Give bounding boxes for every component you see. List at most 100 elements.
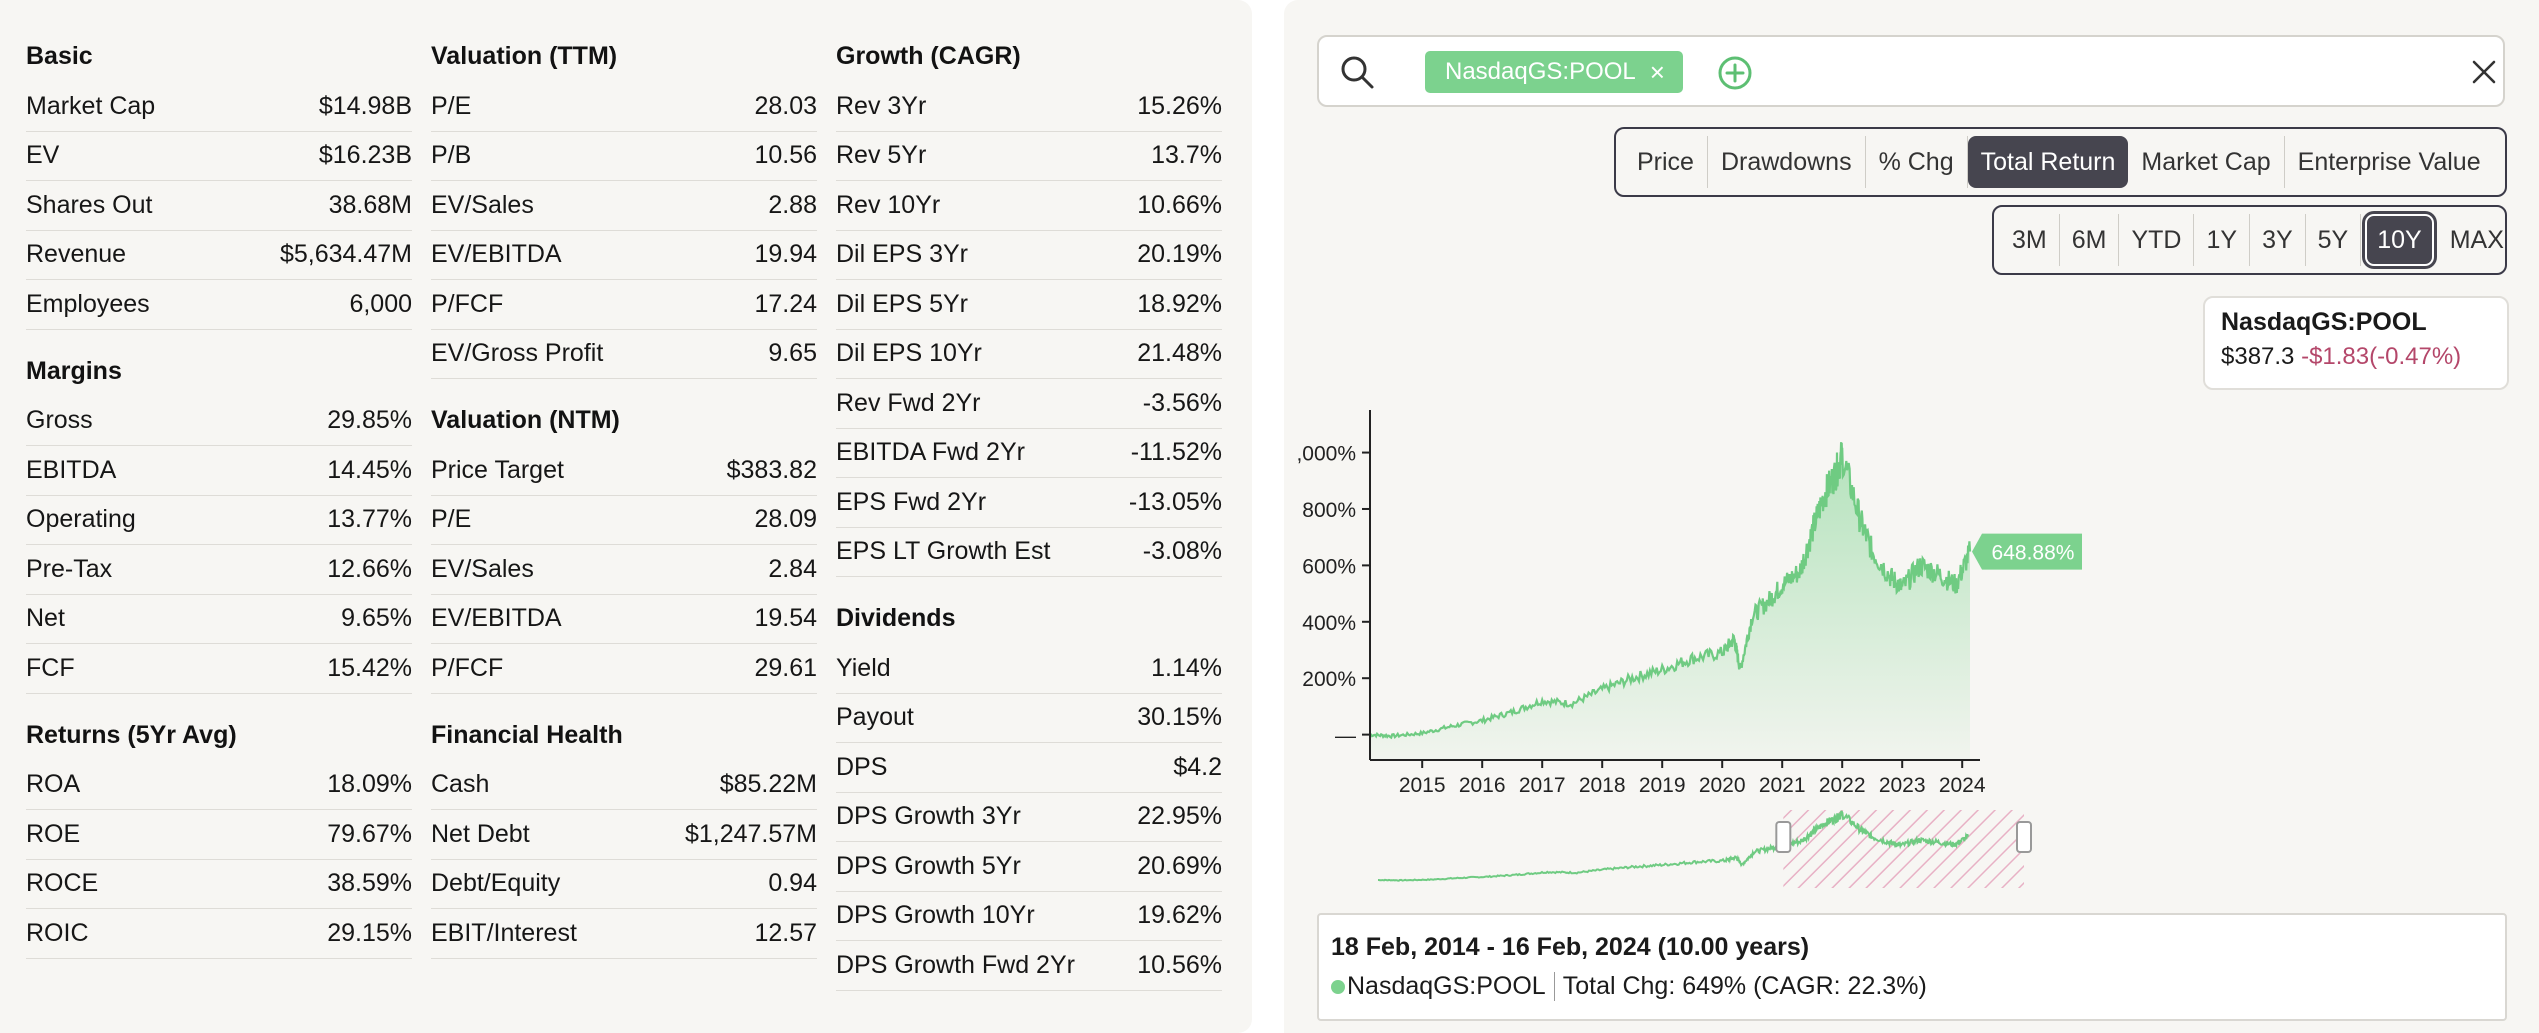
metric-row: Dil EPS 3Yr 20.19% [836,231,1222,280]
metric-value: 13.77% [327,505,412,534]
section-title: Dividends [836,604,956,632]
metric-label: Employees [26,289,150,318]
navigator-selection [1783,810,2024,888]
ticker-chip[interactable]: NasdaqGS:POOL × [1425,51,1683,93]
metric-label: Rev 10Yr [836,190,941,219]
metric-value: 17.24 [754,289,817,318]
y-tick-label: — [1335,725,1356,748]
metric-value: 21.48% [1137,339,1222,368]
section-title: Returns (5Yr Avg) [26,720,237,749]
metric-label: ROA [26,770,81,799]
x-tick-label: 2023 [1879,774,1926,797]
metric-value: 6,000 [349,289,412,318]
chart-panel: NasdaqGS:POOL × Price Drawdowns% Chg Total… [1284,0,2539,1033]
tab-market-cap[interactable]: Market Cap [2128,136,2285,188]
section-title: Growth (CAGR) [836,42,1021,70]
metric-row: Employees 6,000 [26,280,412,330]
metric-row: Net Debt $1,247.57M [431,810,817,860]
range-3y[interactable]: 3Y [2250,214,2306,266]
metric-label: DPS Growth Fwd 2Yr [836,950,1075,979]
total-return-chart[interactable]: — 200% 400% 600% 800% ,000% 2015 2016 2017 2018 20… [1284,400,2539,900]
chip-remove-icon[interactable]: × [1649,57,1665,87]
metric-row: DPS $4.2 [836,743,1222,793]
metric-value: 22.95% [1137,802,1222,831]
metric-label: DPS Growth 3Yr [836,802,1021,831]
metric-row: FCF 15.42% [26,644,412,694]
range-5y[interactable]: 5Y [2306,214,2362,266]
metric-value: 38.59% [327,869,412,898]
price-tooltip: NasdaqGS:POOL $387.3 -$1.83(-0.47%) [2203,296,2509,390]
tooltip-ticker: NasdaqGS:POOL [2221,308,2427,336]
metric-value: 15.42% [327,653,412,682]
metric-value: 10.56% [1137,950,1222,979]
metric-value: 19.94 [754,240,817,269]
metric-row: Shares Out 38.68M [26,181,412,231]
metric-label: EBIT/Interest [431,918,577,947]
metric-row: Dil EPS 10Yr 21.48% [836,330,1222,379]
range-ytd[interactable]: YTD [2119,214,2195,266]
metric-value: 1.14% [1151,653,1222,682]
section-title: Valuation (NTM) [431,406,620,434]
metric-row: Net 9.65% [26,595,412,644]
ticker-search-box[interactable]: NasdaqGS:POOL × [1317,35,2505,107]
metric-label: Net Debt [431,819,530,848]
navigator-handle-icon[interactable] [2016,821,2032,853]
metric-row: ROIC 29.15% [26,909,412,959]
metrics-column-2: Valuation (TTM) P/E 28.03 P/B 10.56 EV/Sales 2… [431,34,817,959]
range-1y[interactable]: 1Y [2194,214,2251,266]
metric-label: Shares Out [26,190,153,219]
metric-row: Pre-Tax 12.66% [26,545,412,595]
summary-ticker: NasdaqGS:POOL [1347,972,1555,1001]
x-tick-label: 2015 [1399,774,1446,797]
tab-total-return[interactable]: Total Return [1967,136,2129,188]
metric-label: EPS Fwd 2Yr [836,487,987,516]
metric-row: Rev 10Yr 10.66% [836,181,1222,231]
y-tick-label: 600% [1302,555,1356,578]
tab-chg[interactable]: % Chg [1866,136,1968,188]
range-3m[interactable]: 3M [2000,214,2060,266]
last-value-label: 648.88% [1992,542,2075,565]
range-6m[interactable]: 6M [2060,214,2120,266]
metric-row: Price Target $383.82 [431,446,817,496]
metric-label: EV/Sales [431,554,534,583]
range-max[interactable]: MAX [2449,226,2504,254]
range-10y[interactable]: 10Y [2365,214,2434,266]
metric-label: Market Cap [26,91,156,120]
tab-enterprise-value[interactable]: Enterprise Value [2297,148,2481,176]
metric-label: EBITDA Fwd 2Yr [836,438,1025,467]
metric-value: 20.19% [1137,240,1222,269]
tab-price[interactable]: Price [1624,136,1708,188]
metric-value: 29.61 [754,653,817,682]
metric-label: P/FCF [431,289,504,318]
y-tick-label: 800% [1302,499,1356,522]
metric-row: DPS Growth 5Yr 20.69% [836,842,1222,892]
search-icon [1341,56,1374,89]
metrics-column-1: Basic Market Cap $14.98B EV $16.23B Shares Ou… [26,34,412,959]
metric-label: Rev Fwd 2Yr [836,388,981,417]
plus-circle-icon[interactable] [1717,55,1753,91]
tab-drawdowns[interactable]: Drawdowns [1708,136,1866,188]
metric-label: Rev 3Yr [836,91,927,120]
metric-label: Rev 5Yr [836,141,927,170]
metric-label: Price Target [431,455,564,484]
close-icon[interactable] [2469,57,2499,87]
metric-label: Net [26,604,65,633]
metric-label: Yield [836,653,891,682]
metric-value: 0.94 [768,869,817,898]
metric-label: P/E [431,91,472,120]
metric-value: 9.65% [341,604,412,633]
range-tabs: 3M 6M YTD 1Y 3Y 5Y 10Y MAX [1992,205,2507,275]
metric-row: ROCE 38.59% [26,860,412,909]
navigator-handle-icon[interactable] [1775,821,1792,853]
x-tick-label: 2022 [1819,774,1866,797]
metric-label: EPS LT Growth Est [836,537,1051,566]
metric-label: ROIC [26,918,89,947]
metric-row: EV/Gross Profit 9.65 [431,330,817,379]
metric-row: EV $16.23B [26,132,412,181]
metric-label: Dil EPS 10Yr [836,339,982,368]
tooltip-change: -$1.83(-0.47%) [2301,343,2462,370]
metric-value: 38.68M [328,190,412,219]
metric-row: Rev Fwd 2Yr -3.56% [836,379,1222,429]
metric-row: EV/Sales 2.84 [431,545,817,595]
metric-value: 10.56 [754,141,817,170]
